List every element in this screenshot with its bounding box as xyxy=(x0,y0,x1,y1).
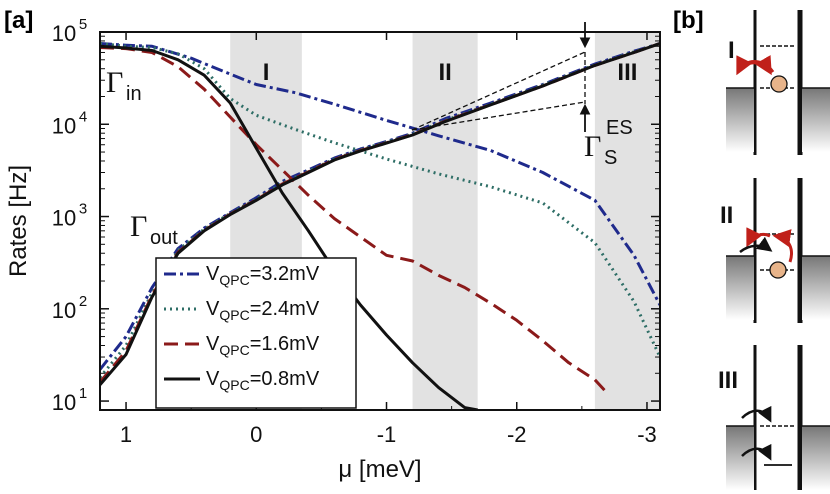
y-tick-exponent: 5 xyxy=(79,16,87,33)
left-lead-i xyxy=(726,88,754,152)
y-tick-exponent: 2 xyxy=(79,293,87,310)
shaded-regions: I II III xyxy=(230,32,660,410)
series-line-in xyxy=(100,46,609,395)
series-line-in xyxy=(100,44,478,410)
x-axis-label: μ [meV] xyxy=(338,456,421,483)
x-tick-label: -1 xyxy=(377,422,397,447)
right-lead-i xyxy=(802,88,830,152)
legend-entry: VQPC=1.6mV xyxy=(206,333,320,358)
y-tick-label: 10 xyxy=(52,390,76,415)
region-label: III xyxy=(617,59,637,86)
svg-text:in: in xyxy=(126,83,142,105)
svg-text:Γ: Γ xyxy=(584,130,601,163)
electron-icon xyxy=(769,261,787,279)
region-label: I xyxy=(263,59,270,86)
legend-box xyxy=(155,257,357,409)
legend-entry: VQPC=2.4mV xyxy=(206,298,320,323)
gamma-in-label: Γ in xyxy=(106,66,142,105)
gamma-es-label: Γ S ES xyxy=(584,117,633,169)
svg-text:out: out xyxy=(150,227,178,249)
x-tick-label: 1 xyxy=(120,422,132,447)
left-lead-ii xyxy=(726,256,754,320)
y-tick-label: 10 xyxy=(52,206,76,231)
x-tick-label: -3 xyxy=(637,422,657,447)
right-lead-ii xyxy=(802,256,830,320)
x-tick-label: 0 xyxy=(250,422,262,447)
legend: VQPC=3.2mV VQPC=2.4mV VQPC=1.6mV VQPC=0.8mV xyxy=(155,257,357,409)
y-tick-label: 10 xyxy=(52,21,76,46)
region-band xyxy=(412,32,478,410)
panel-b-label: [b] xyxy=(673,7,704,34)
panel-b: I II III xyxy=(718,10,830,490)
right-lead-iii xyxy=(802,426,830,490)
svg-text:S: S xyxy=(604,147,617,169)
y-axis-label: Rates [Hz] xyxy=(5,165,32,277)
x-axis-ticks: 1 0 -1 -2 -3 xyxy=(120,32,657,447)
state-label-ii: II xyxy=(720,202,733,229)
legend-entry: VQPC=0.8mV xyxy=(206,368,320,393)
series-line-out xyxy=(100,42,660,386)
series-group xyxy=(100,42,660,410)
state-label-i: I xyxy=(728,37,735,64)
state-label-iii: III xyxy=(718,367,738,394)
y-tick-exponent: 1 xyxy=(79,385,87,402)
panel-a-label: [a] xyxy=(4,7,33,34)
svg-text:Γ: Γ xyxy=(106,66,123,99)
legend-entry: VQPC=3.2mV xyxy=(206,263,320,288)
svg-text:Γ: Γ xyxy=(130,210,147,243)
y-tick-label: 10 xyxy=(52,113,76,138)
gamma-out-label: Γ out xyxy=(130,210,178,249)
left-lead-iii xyxy=(726,426,754,490)
x-tick-label: -2 xyxy=(507,422,527,447)
gamma-es-construction xyxy=(411,22,591,132)
svg-text:ES: ES xyxy=(606,117,633,139)
y-tick-exponent: 3 xyxy=(79,201,87,218)
series-line-in xyxy=(100,42,660,358)
region-label: II xyxy=(438,59,451,86)
y-tick-exponent: 4 xyxy=(79,108,87,125)
region-band xyxy=(594,32,660,410)
electron-icon xyxy=(770,75,788,93)
y-tick-label: 10 xyxy=(52,298,76,323)
